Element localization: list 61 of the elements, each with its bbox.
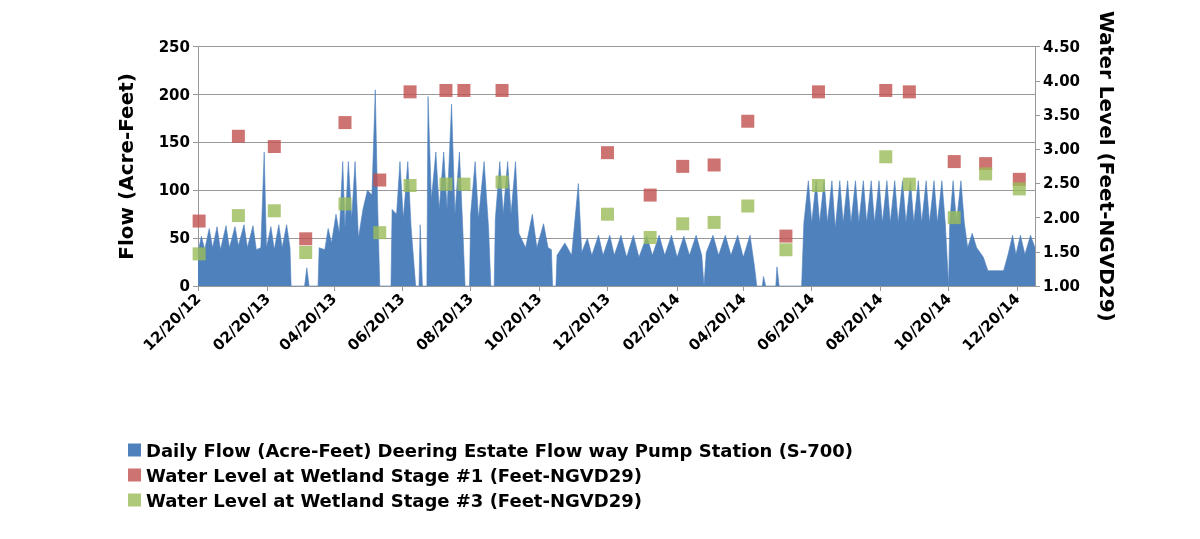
point [495, 175, 509, 189]
point [979, 167, 993, 181]
point [643, 188, 657, 202]
point [643, 230, 657, 244]
point [879, 83, 893, 97]
y-tick-label: 50 [169, 229, 190, 248]
point [457, 83, 471, 97]
y2-tick-label: 3.00 [1043, 140, 1081, 159]
point [267, 204, 281, 218]
y2-tick-label: 2.00 [1043, 208, 1081, 227]
point [676, 159, 690, 173]
point [299, 232, 313, 246]
point [601, 146, 615, 160]
point [373, 226, 387, 240]
y-tick-label: 250 [158, 37, 190, 56]
point [779, 243, 793, 257]
point [811, 85, 825, 99]
point [879, 150, 893, 164]
y2-tick-label: 4.50 [1043, 37, 1081, 56]
y-tick-label: 200 [158, 85, 190, 104]
legend-label: Water Level at Wetland Stage #3 (Feet-NGVD29) [146, 489, 642, 511]
y2-tick-label: 4.00 [1043, 71, 1081, 90]
point [741, 114, 755, 128]
point [267, 140, 281, 154]
point [192, 247, 206, 261]
point [1012, 182, 1026, 196]
legend-label: Daily Flow (Acre-Feet) Deering Estate Flow way Pump Station (S-700) [146, 439, 854, 461]
point [373, 173, 387, 187]
point [231, 129, 245, 143]
point [947, 211, 961, 225]
point [495, 83, 509, 97]
y2-tick-label: 1.50 [1043, 242, 1081, 261]
y2-tick-label: 3.50 [1043, 106, 1081, 125]
y2-axis-title: Water Level (Feet-NGVD29) [1095, 11, 1119, 322]
point [299, 246, 313, 259]
point [676, 217, 690, 231]
y-tick-label: 150 [158, 133, 190, 152]
point [779, 229, 793, 243]
point [192, 214, 206, 228]
point [403, 179, 417, 192]
point [902, 85, 916, 99]
point [601, 207, 615, 221]
y-tick-label: 100 [158, 181, 190, 200]
point [439, 83, 453, 97]
legend-label: Water Level at Wetland Stage #1 (Feet-NGVD29) [146, 464, 642, 486]
point [338, 197, 352, 211]
point [707, 215, 721, 229]
point [231, 209, 245, 223]
y-axis-title: Flow (Acre-Feet) [114, 73, 138, 260]
y2-tick-label: 1.00 [1043, 277, 1081, 295]
point [902, 177, 916, 191]
point [338, 116, 352, 130]
point [707, 158, 721, 172]
point [457, 177, 471, 191]
point [947, 155, 961, 169]
point [403, 85, 417, 99]
y-tick-label: 0 [179, 277, 190, 295]
point [741, 199, 755, 213]
y2-tick-label: 2.50 [1043, 174, 1081, 193]
point [811, 179, 825, 192]
point [439, 177, 453, 191]
